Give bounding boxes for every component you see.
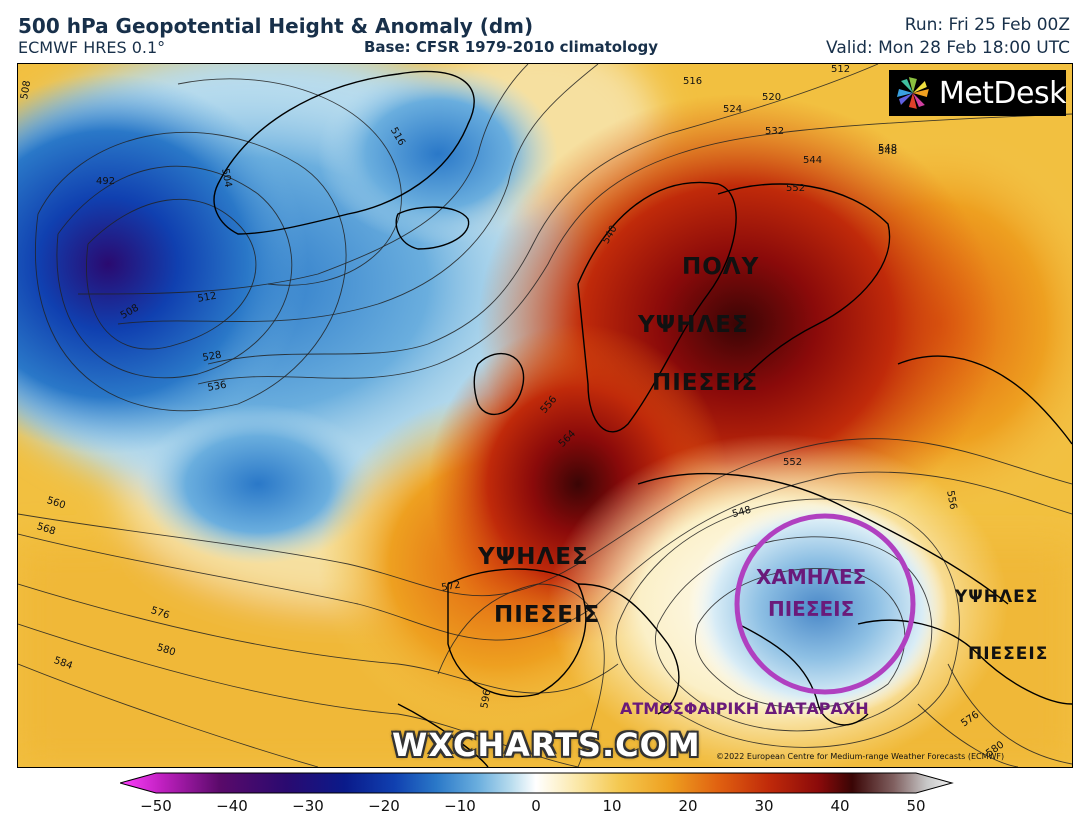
annotation-north-high: ΠΟΛΥ ΥΨΗΛΕΣ ΠΙΕΣΕΙΣ [637, 254, 759, 396]
contour-label: 536 [207, 380, 228, 394]
contour-label: 524 [723, 104, 742, 115]
contour-label: 528 [202, 350, 223, 364]
contour-label: 552 [786, 183, 805, 194]
anomaly-map: 508 492 504 516 512 508 528 536 560 568 … [17, 63, 1073, 768]
colorbar-tick-label: −20 [368, 797, 400, 815]
colorbar-tick-label: 50 [906, 797, 926, 815]
colorbar-tick-label: 30 [754, 797, 774, 815]
low-pressure-circle [734, 513, 916, 695]
annotation-west-high: ΥΨΗΛΕΣ ΠΙΕΣΕΙΣ [477, 544, 600, 628]
contour-label: 572 [441, 580, 462, 594]
annotation-text: ΠΙΕΣΕΙΣ [494, 602, 600, 628]
contour-label: 548 [731, 505, 752, 521]
contour-label: 548 [878, 146, 897, 157]
contour-label: 548 [878, 143, 897, 154]
annotation-disturbance: ΑΤΜΟΣΦΑΙΡΙΚΗ ΔΙΑΤΑΡΑΧΗ [620, 699, 869, 718]
contour-label: 492 [96, 176, 115, 187]
copyright-notice: ©2022 European Centre for Medium-range W… [716, 752, 1005, 761]
metdesk-logo: MetDesk [889, 70, 1067, 116]
annotation-text: ΠΙΕΣΕΙΣ [652, 370, 758, 396]
annotation-text: ΥΨΗΛΕΣ [954, 587, 1038, 607]
valid-time-label: Valid: Mon 28 Feb 18:00 UTC [826, 38, 1070, 58]
colorbar-tick-label: 40 [830, 797, 850, 815]
annotation-text: ΧΑΜΗΛΕΣ [756, 565, 866, 589]
contour-label: 508 [19, 80, 33, 101]
annotation-text: ΥΨΗΛΕΣ [477, 544, 589, 570]
annotation-east-high: ΥΨΗΛΕΣ ΠΙΕΣΕΙΣ [954, 587, 1048, 664]
annotation-low: ΧΑΜΗΛΕΣ ΠΙΕΣΕΙΣ [756, 565, 866, 621]
chart-title: 500 hPa Geopotential Height & Anomaly (d… [18, 14, 534, 38]
coastlines [213, 70, 1072, 767]
contour-label: 504 [219, 168, 233, 189]
run-time-label: Run: Fri 25 Feb 00Z [904, 15, 1070, 35]
colorbar-tick-label: −10 [444, 797, 476, 815]
logo-text: MetDesk [938, 75, 1067, 111]
colorbar-tick-label: −40 [216, 797, 248, 815]
colorbar-tick-label: 10 [602, 797, 622, 815]
contour-label: 512 [197, 291, 218, 305]
colorbar [120, 772, 954, 794]
climatology-base-label: Base: CFSR 1979-2010 climatology [364, 38, 659, 56]
map-canvas: 508 492 504 516 512 508 528 536 560 568 … [18, 64, 1072, 767]
pinwheel-icon [896, 77, 929, 109]
annotation-text: ΠΟΛΥ [682, 254, 759, 280]
contour-label: 544 [803, 155, 822, 166]
contour-label-group: 508 492 504 516 512 508 528 536 560 568 … [19, 64, 1006, 759]
colorbar-tick-label: 20 [678, 797, 698, 815]
model-label: ECMWF HRES 0.1° [18, 38, 166, 57]
contour-label: 596 [479, 689, 493, 710]
contour-label: 556 [944, 490, 958, 511]
contour-label: 552 [783, 457, 802, 468]
colorbar-tick-label: −50 [140, 797, 172, 815]
annotation-text: ΠΙΕΣΕΙΣ [768, 597, 854, 621]
colorbar-tick-label: 0 [531, 797, 541, 815]
contour-label: 516 [683, 76, 702, 87]
contour-label: 520 [762, 92, 781, 103]
contour-label: 512 [831, 64, 850, 75]
contour-label: 532 [765, 126, 784, 137]
annotation-text: ΠΙΕΣΕΙΣ [968, 644, 1048, 664]
colorbar-tick-label: −30 [292, 797, 324, 815]
watermark: WXCHARTS.COM [392, 726, 701, 764]
annotation-text: ΥΨΗΛΕΣ [637, 312, 749, 338]
